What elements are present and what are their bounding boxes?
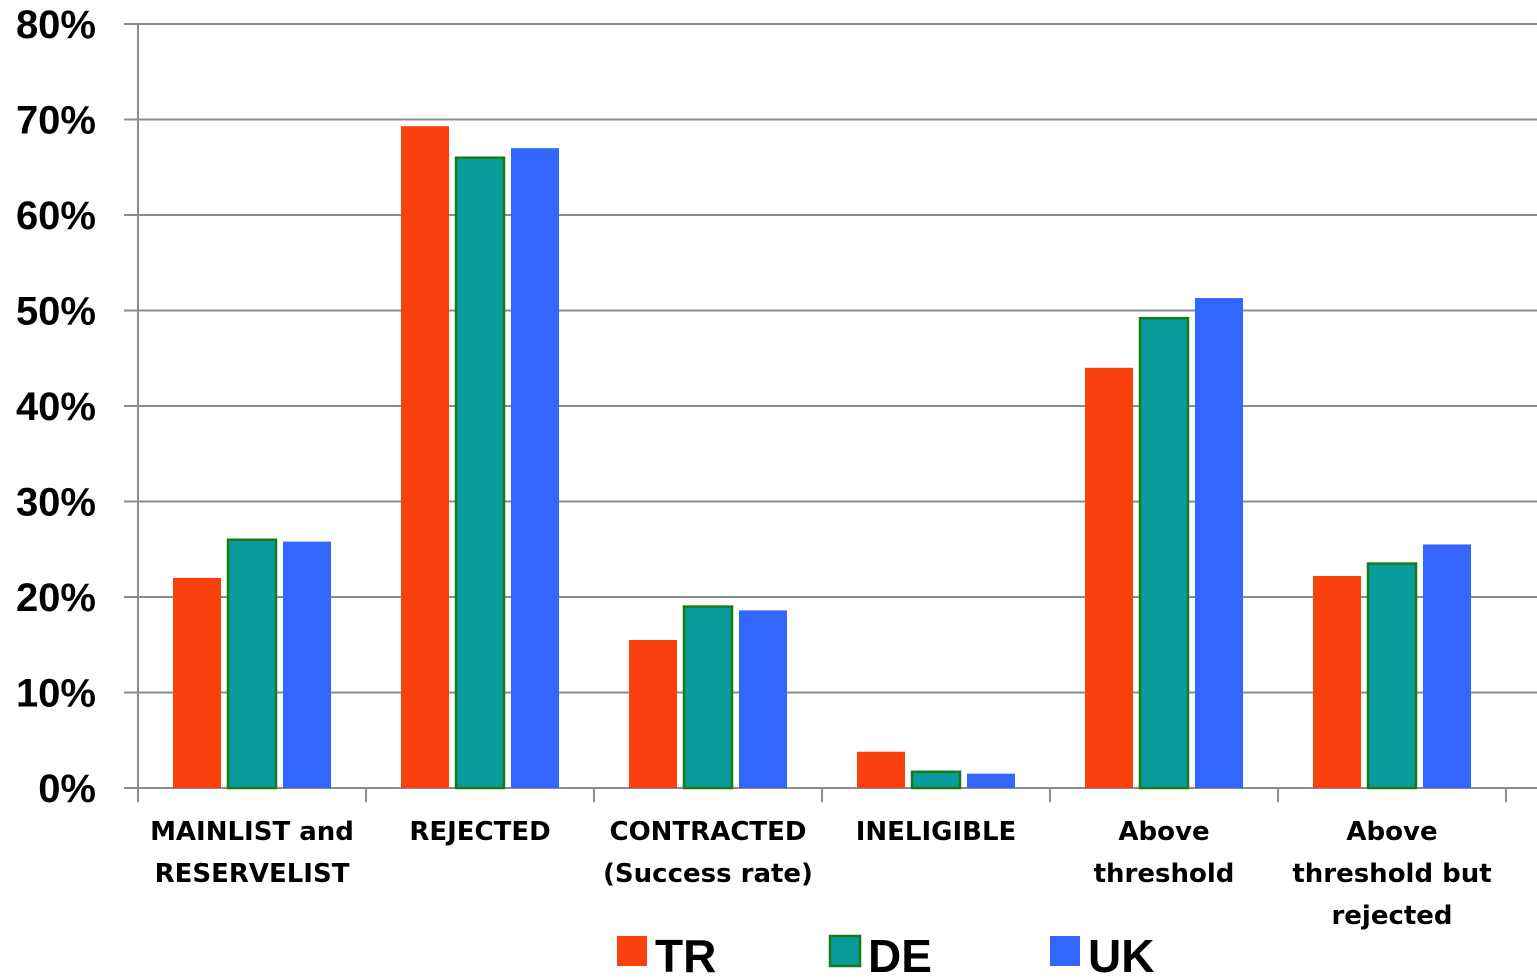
bar-tr-4	[1085, 367, 1133, 788]
bar-de-0	[226, 538, 278, 790]
y-tick-label: 50%	[16, 290, 96, 334]
y-tick-label: 40%	[16, 385, 96, 429]
x-axis-labels: MAINLIST and RESERVELIST REJECTED CONTRACTE…	[150, 817, 1492, 931]
bar-uk-0	[283, 541, 331, 788]
x-category-label: threshold	[1094, 859, 1235, 889]
x-category-label: threshold but	[1292, 859, 1491, 889]
bar-uk-5	[1423, 544, 1471, 788]
x-category-label: Above	[1118, 817, 1209, 847]
bars	[173, 126, 1471, 790]
bar-uk-3	[967, 773, 1015, 788]
y-tick-label: 20%	[16, 576, 96, 620]
bar-uk-4	[1195, 298, 1243, 788]
bar-uk-2	[739, 610, 787, 788]
bar-tr-1	[401, 126, 449, 788]
legend-label-de: DE	[868, 930, 932, 979]
bar-tr-5	[1313, 575, 1361, 788]
legend-swatch-tr	[617, 936, 647, 966]
bar-de-1	[454, 156, 506, 790]
legend-label-uk: UK	[1088, 930, 1154, 979]
y-tick-label: 10%	[16, 672, 96, 716]
y-axis-ticks: 0% 10% 20% 30% 40% 50% 60% 70% 80%	[16, 3, 138, 811]
y-tick-label: 30%	[16, 481, 96, 525]
legend-label-tr: TR	[655, 930, 716, 979]
bar-uk-1	[511, 148, 559, 788]
bar-de-5	[1366, 562, 1418, 790]
x-category-label: CONTRACTED	[610, 817, 807, 847]
bar-de-4	[1138, 316, 1190, 790]
y-tick-label: 80%	[16, 3, 96, 47]
bar-tr-2	[629, 639, 677, 788]
bar-tr-0	[173, 577, 221, 788]
x-category-label: REJECTED	[409, 817, 550, 847]
x-category-label: (Success rate)	[603, 859, 813, 889]
gridlines	[138, 23, 1537, 694]
x-category-label: MAINLIST and	[150, 817, 354, 847]
x-category-label: RESERVELIST	[155, 859, 350, 889]
legend: TR DE UK	[617, 930, 1154, 979]
bar-de-2	[682, 605, 734, 790]
y-tick-label: 70%	[16, 99, 96, 143]
x-category-label: INELIGIBLE	[856, 817, 1017, 847]
x-category-label: rejected	[1331, 901, 1452, 931]
legend-swatch-uk	[1050, 936, 1080, 966]
bar-de-3	[910, 770, 962, 790]
y-tick-label: 60%	[16, 194, 96, 238]
x-category-label: Above	[1346, 817, 1437, 847]
legend-swatch-de	[828, 934, 862, 968]
y-tick-label: 0%	[38, 767, 96, 811]
bar-tr-3	[857, 751, 905, 788]
